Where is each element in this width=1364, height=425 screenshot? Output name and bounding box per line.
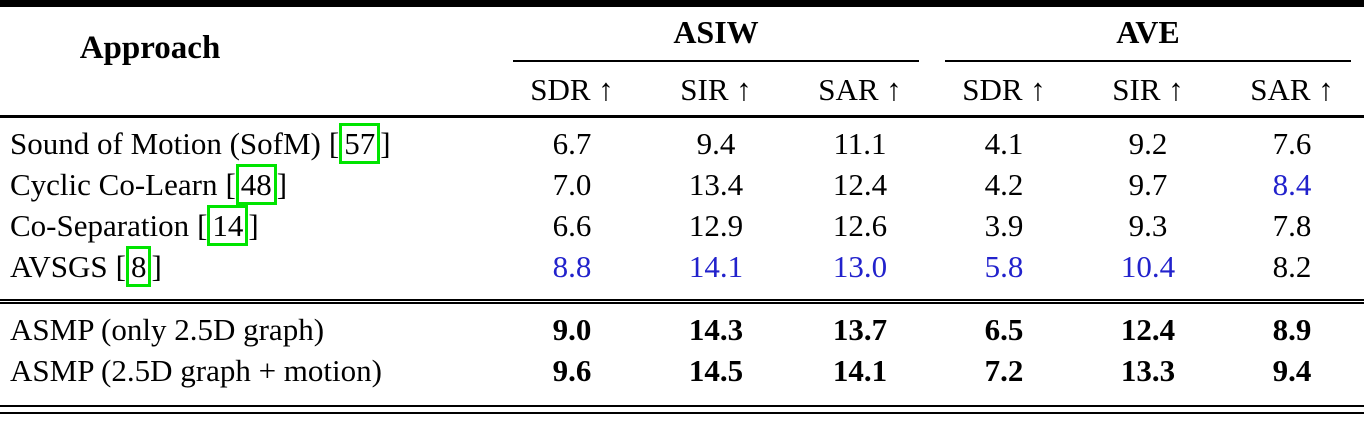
- value-asiw-sdr: 8.8: [552, 249, 592, 284]
- value-ave-sdr: 5.8: [984, 249, 1024, 284]
- table-row: Co-Separation[14] 6.6 12.9 12.6 3.9 9.3 …: [0, 205, 1364, 246]
- approach-label: Cyclic Co-Learn: [10, 167, 218, 202]
- citation-link[interactable]: [8]: [115, 246, 162, 287]
- value-asiw-sir: 14.3: [688, 312, 744, 347]
- approach-label: Co-Separation: [10, 208, 190, 243]
- value-asiw-sdr: 9.0: [552, 312, 592, 347]
- bracket-close: ]: [151, 249, 162, 284]
- value-ave-sir: 9.3: [1128, 208, 1168, 243]
- value-asiw-sir: 9.4: [696, 126, 736, 161]
- ave-group-underline: [945, 60, 1351, 62]
- value-asiw-sdr: 7.0: [552, 167, 592, 202]
- bracket-close: ]: [248, 208, 259, 243]
- value-asiw-sdr: 9.6: [552, 353, 592, 388]
- value-ave-sar: 9.4: [1272, 353, 1312, 388]
- value-asiw-sar: 13.0: [832, 249, 888, 284]
- column-header-ave-sir: SIR ↑: [1112, 72, 1184, 107]
- table-row: ASMP (only 2.5D graph) 9.0 14.3 13.7 6.5…: [0, 309, 1364, 350]
- bracket-open: [: [115, 249, 126, 284]
- group-header-ave: AVE: [1116, 13, 1180, 50]
- value-ave-sdr: 7.2: [984, 353, 1024, 388]
- citation-link[interactable]: [14]: [197, 205, 259, 246]
- value-ave-sdr: 3.9: [984, 208, 1024, 243]
- value-asiw-sar: 13.7: [832, 312, 888, 347]
- value-ave-sir: 9.7: [1128, 167, 1168, 202]
- column-header-asiw-sir: SIR ↑: [680, 72, 752, 107]
- value-ave-sir: 9.2: [1128, 126, 1168, 161]
- value-asiw-sir: 14.1: [688, 249, 744, 284]
- approach-label: AVSGS: [10, 249, 108, 284]
- value-asiw-sar: 11.1: [833, 126, 887, 161]
- header-rule: [0, 115, 1364, 118]
- column-header-asiw-sdr: SDR ↑: [530, 72, 614, 107]
- table-row: ASMP (2.5D graph + motion) 9.6 14.5 14.1…: [0, 350, 1364, 391]
- value-ave-sir: 12.4: [1120, 312, 1176, 347]
- asmp-section: ASMP (only 2.5D graph) 9.0 14.3 13.7 6.5…: [0, 304, 1364, 403]
- value-ave-sdr: 4.2: [984, 167, 1024, 202]
- bottom-rule: [0, 405, 1364, 414]
- approach-column-header: Approach: [79, 29, 221, 66]
- table-header: Approach ASIW AVE SDR ↑ SIR ↑ SAR ↑ SDR …: [0, 7, 1364, 115]
- top-rule: [0, 0, 1364, 7]
- value-ave-sdr: 4.1: [984, 126, 1024, 161]
- baseline-section: Sound of Motion (SofM)[57] 6.7 9.4 11.1 …: [0, 118, 1364, 299]
- approach-name: ASMP (2.5D graph + motion): [0, 350, 500, 391]
- value-asiw-sar: 12.4: [832, 167, 888, 202]
- value-ave-sir: 10.4: [1120, 249, 1176, 284]
- approach-name: AVSGS[8]: [0, 246, 500, 287]
- citation-number[interactable]: 8: [125, 246, 152, 287]
- group-header-asiw: ASIW: [673, 13, 759, 50]
- value-asiw-sdr: 6.7: [552, 126, 592, 161]
- approach-label: ASMP (2.5D graph + motion): [10, 353, 382, 388]
- column-header-ave-sdr: SDR ↑: [962, 72, 1046, 107]
- value-ave-sir: 13.3: [1120, 353, 1176, 388]
- value-ave-sdr: 6.5: [984, 312, 1024, 347]
- bracket-open: [: [197, 208, 208, 243]
- column-header-asiw-sar: SAR ↑: [818, 72, 902, 107]
- value-ave-sar: 7.8: [1272, 208, 1312, 243]
- asiw-group-underline: [513, 60, 919, 62]
- bracket-close: ]: [380, 126, 391, 161]
- value-asiw-sdr: 6.6: [552, 208, 592, 243]
- value-asiw-sar: 14.1: [832, 353, 888, 388]
- value-asiw-sir: 13.4: [688, 167, 744, 202]
- citation-number[interactable]: 57: [339, 123, 381, 164]
- value-ave-sar: 8.4: [1272, 167, 1312, 202]
- value-asiw-sir: 14.5: [688, 353, 744, 388]
- bracket-open: [: [328, 126, 340, 161]
- bracket-close: ]: [276, 167, 288, 202]
- approach-name: Co-Separation[14]: [0, 205, 500, 246]
- approach-name: ASMP (only 2.5D graph): [0, 309, 500, 350]
- citation-number[interactable]: 48: [235, 164, 277, 205]
- bracket-open: [: [225, 167, 236, 202]
- value-ave-sar: 8.2: [1272, 249, 1312, 284]
- table-row: AVSGS[8] 8.8 14.1 13.0 5.8 10.4 8.2: [0, 246, 1364, 287]
- citation-number[interactable]: 14: [207, 205, 249, 246]
- approach-label: ASMP (only 2.5D graph): [10, 312, 325, 347]
- citation-link[interactable]: [48]: [225, 164, 288, 205]
- value-ave-sar: 7.6: [1272, 126, 1312, 161]
- value-ave-sar: 8.9: [1272, 312, 1312, 347]
- value-asiw-sar: 12.6: [832, 208, 888, 243]
- approach-name: Cyclic Co-Learn[48]: [0, 164, 500, 205]
- citation-link[interactable]: [57]: [328, 123, 391, 164]
- column-header-ave-sar: SAR ↑: [1250, 72, 1334, 107]
- value-asiw-sir: 12.9: [688, 208, 744, 243]
- section-separator-rule: [0, 299, 1364, 304]
- approach-label: Sound of Motion (SofM): [10, 126, 321, 161]
- approach-name: Sound of Motion (SofM)[57]: [0, 123, 500, 164]
- table-row: Cyclic Co-Learn[48] 7.0 13.4 12.4 4.2 9.…: [0, 164, 1364, 205]
- table-row: Sound of Motion (SofM)[57] 6.7 9.4 11.1 …: [0, 123, 1364, 164]
